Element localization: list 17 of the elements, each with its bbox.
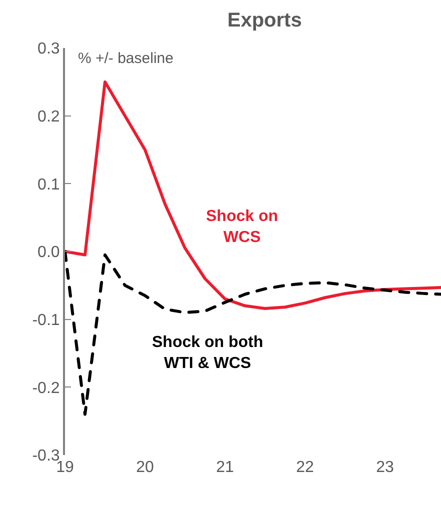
line-series bbox=[65, 80, 441, 310]
x-tick-label: 20 bbox=[136, 459, 154, 476]
x-tick-label: 19 bbox=[56, 459, 74, 476]
y-tick-label: -0.1 bbox=[32, 312, 60, 329]
series-label: Shock on WCS bbox=[206, 208, 278, 246]
y-tick-label: 0.2 bbox=[38, 108, 60, 126]
y-tick-label: 0.0 bbox=[38, 244, 60, 262]
series-label: Shock on both WTI & WCS bbox=[152, 334, 264, 372]
x-tick-label: 23 bbox=[376, 459, 394, 476]
line-series bbox=[65, 250, 441, 416]
y-axis-title: % +/- baseline bbox=[78, 50, 174, 67]
y-tick-label: 0.3 bbox=[38, 40, 60, 58]
chart-title: Exports bbox=[227, 10, 302, 32]
y-tick-label: -0.2 bbox=[32, 380, 60, 397]
y-tick-label: 0.1 bbox=[38, 176, 60, 194]
x-tick-label: 21 bbox=[216, 459, 234, 476]
x-tick-label: 22 bbox=[296, 459, 314, 476]
